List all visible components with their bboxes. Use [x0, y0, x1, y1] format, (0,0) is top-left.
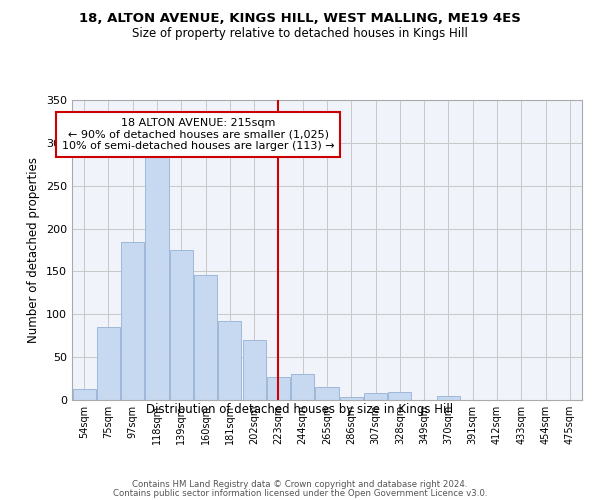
Bar [170, 250, 193, 400]
Text: Size of property relative to detached houses in Kings Hill: Size of property relative to detached ho… [132, 28, 468, 40]
Bar [218, 321, 241, 400]
Bar [437, 396, 460, 400]
Bar [242, 340, 266, 400]
Bar [388, 392, 412, 400]
Bar [364, 393, 387, 400]
Bar [267, 377, 290, 400]
Bar [291, 374, 314, 400]
Text: 18, ALTON AVENUE, KINGS HILL, WEST MALLING, ME19 4ES: 18, ALTON AVENUE, KINGS HILL, WEST MALLI… [79, 12, 521, 26]
Text: Distribution of detached houses by size in Kings Hill: Distribution of detached houses by size … [146, 402, 454, 415]
Bar [73, 389, 95, 400]
Text: Contains public sector information licensed under the Open Government Licence v3: Contains public sector information licen… [113, 489, 487, 498]
Bar [316, 387, 338, 400]
Bar [145, 153, 169, 400]
Text: 18 ALTON AVENUE: 215sqm
← 90% of detached houses are smaller (1,025)
10% of semi: 18 ALTON AVENUE: 215sqm ← 90% of detache… [62, 118, 335, 151]
Bar [97, 327, 120, 400]
Bar [194, 275, 217, 400]
Bar [340, 396, 363, 400]
Bar [121, 242, 144, 400]
Y-axis label: Number of detached properties: Number of detached properties [28, 157, 40, 343]
Text: Contains HM Land Registry data © Crown copyright and database right 2024.: Contains HM Land Registry data © Crown c… [132, 480, 468, 489]
